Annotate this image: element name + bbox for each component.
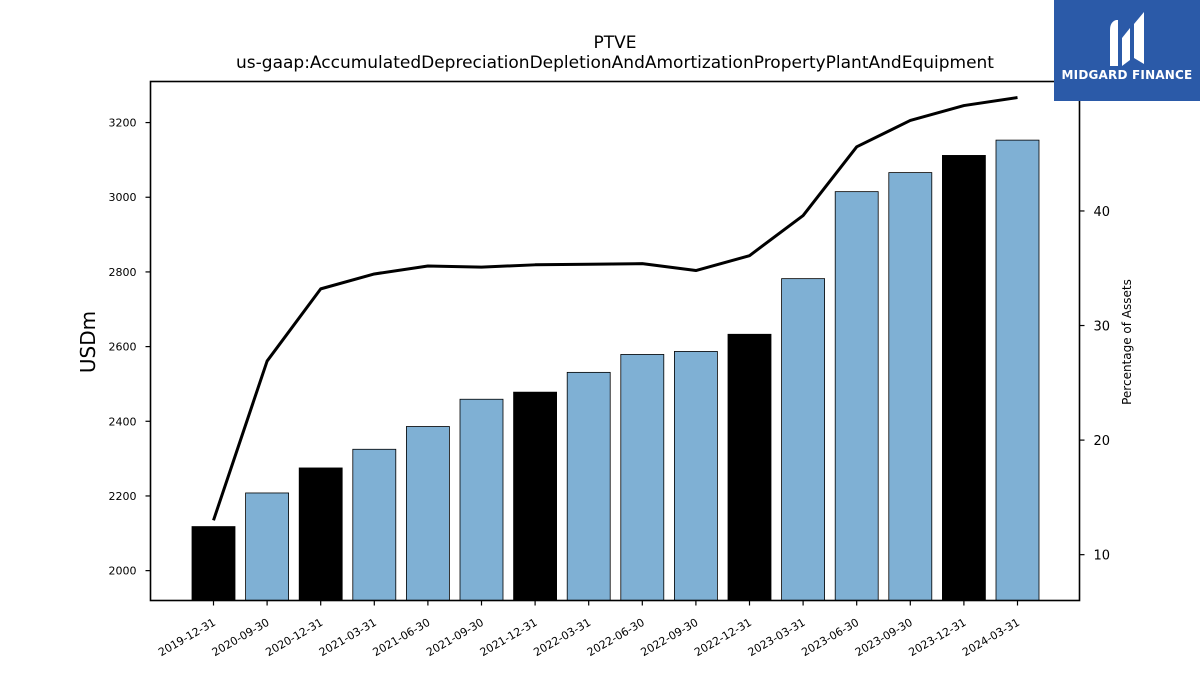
- bar-2022-12-31: [727, 333, 772, 601]
- x-tick-label: 2022-09-30: [639, 616, 701, 659]
- x-tick-label: 2023-06-30: [799, 616, 861, 659]
- bar-2021-03-31: [352, 448, 397, 601]
- line-series-percentage-of-assets: [212, 96, 1018, 521]
- bar-2021-06-30: [405, 426, 450, 601]
- x-tick-label: 2020-09-30: [210, 616, 272, 659]
- bar-2023-03-31: [781, 278, 825, 601]
- y-tick-label: 2400: [109, 415, 137, 428]
- y-tick-label: 2000: [109, 565, 137, 578]
- y-axis-right: 10 20 30 40: [1079, 205, 1111, 564]
- bar-2020-12-31: [298, 467, 343, 601]
- y2-tick-label: 10: [1094, 549, 1111, 564]
- bar-2019-12-31: [191, 526, 236, 601]
- bar-2023-06-30: [834, 191, 879, 601]
- y2-tick-label: 20: [1094, 434, 1111, 449]
- x-tick-label: 2021-12-31: [478, 616, 540, 659]
- x-tick-label: 2021-06-30: [371, 616, 433, 659]
- x-tick-label: 2021-03-31: [317, 616, 379, 659]
- y2-tick-label: 40: [1094, 205, 1111, 220]
- bar-2020-09-30: [245, 492, 290, 601]
- y-tick-label: 3200: [109, 117, 137, 130]
- line-layer: [212, 96, 1018, 521]
- bar-2022-09-30: [674, 351, 718, 601]
- plot-frame: [149, 80, 1081, 602]
- bar-2023-09-30: [888, 172, 933, 601]
- brand-logo: MIDGARD FINANCE: [1054, 0, 1200, 101]
- x-axis: 2019-12-312020-09-302020-12-312021-03-31…: [156, 600, 1022, 659]
- x-tick-label: 2024-03-31: [960, 616, 1022, 659]
- x-tick-label: 2021-09-30: [424, 616, 486, 659]
- bar-2021-12-31: [513, 391, 557, 601]
- logo-text: MIDGARD FINANCE: [1061, 68, 1193, 82]
- y2-tick-label: 30: [1094, 320, 1111, 335]
- y-tick-label: 2600: [109, 341, 137, 354]
- x-tick-label: 2023-09-30: [853, 616, 915, 659]
- y-tick-label: 2200: [109, 490, 137, 503]
- bar-2022-03-31: [566, 371, 611, 601]
- chart-subtitle: us-gaap:AccumulatedDepreciationDepletion…: [236, 53, 994, 73]
- y-axis-label: USDm: [76, 311, 100, 373]
- bar-2023-12-31: [942, 155, 986, 601]
- x-tick-label: 2020-12-31: [263, 616, 325, 659]
- bar-group: [191, 139, 1040, 601]
- x-tick-label: 2023-03-31: [746, 616, 808, 659]
- x-tick-label: 2023-12-31: [907, 616, 969, 659]
- chart-title: PTVE: [593, 33, 636, 53]
- y2-axis-label: Percentage of Assets: [1120, 279, 1134, 405]
- y-tick-label: 2800: [109, 266, 137, 279]
- x-tick-label: 2019-12-31: [156, 616, 218, 659]
- bar-2021-09-30: [459, 398, 504, 601]
- y-tick-label: 3000: [109, 191, 137, 204]
- x-tick-label: 2022-12-31: [692, 616, 754, 659]
- logo-mark-icon: [1110, 12, 1144, 66]
- bar-2024-03-31: [995, 139, 1040, 601]
- x-tick-label: 2022-06-30: [585, 616, 647, 659]
- bar-2022-06-30: [620, 354, 665, 601]
- x-tick-label: 2022-03-31: [531, 616, 593, 659]
- y-axis-left: 2000 2200 2400 2600 2800 3000 3200: [109, 117, 151, 578]
